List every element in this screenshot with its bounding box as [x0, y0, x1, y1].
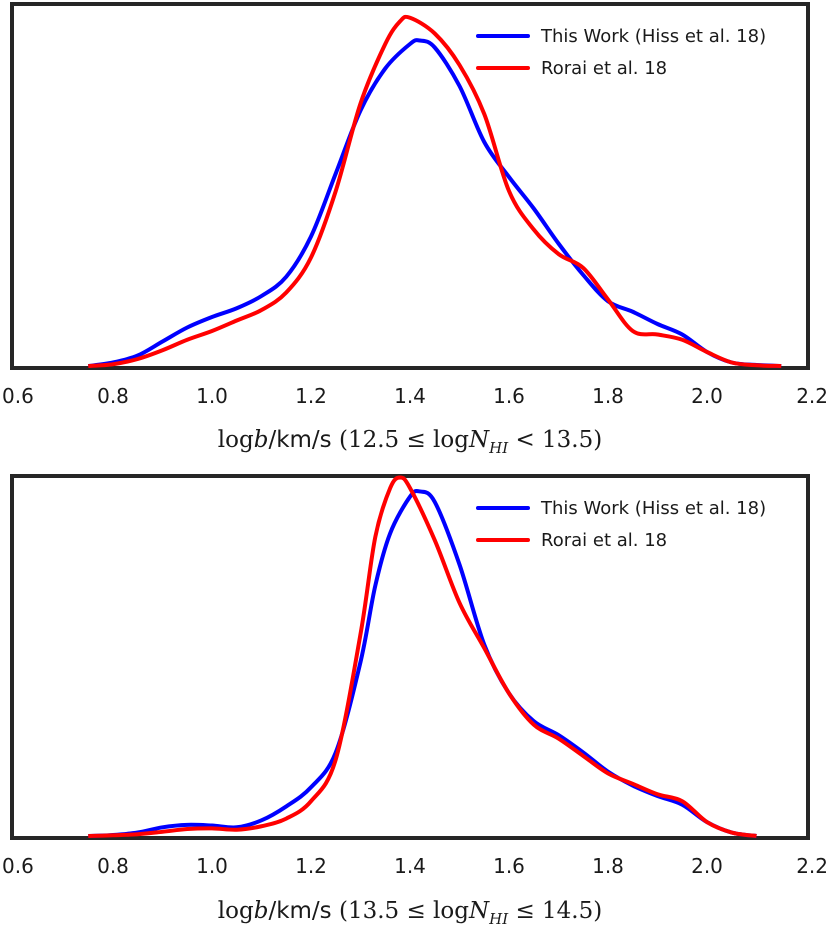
x-tick-label: 1.4 [394, 854, 426, 878]
x-axis-label-1: logb/km/s (12.5 ≤ logNHI < 13.5) [218, 427, 602, 457]
x-tick-label: 2.0 [691, 854, 723, 878]
x-tick-label: 1.2 [295, 854, 327, 878]
legend-2: This Work (Hiss et al. 18) Rorai et al. … [476, 498, 766, 551]
x-tick-label: 2.2 [796, 854, 828, 878]
series-line-this-work-1 [87, 38, 782, 368]
legend-label-rorai-1: Rorai et al. 18 [541, 58, 667, 79]
plot-frame-1 [10, 2, 810, 370]
x-tick-label: 0.6 [2, 854, 34, 878]
plot-frame-2 [10, 474, 810, 840]
x-tick-label: 2.0 [691, 384, 723, 408]
legend-1: This Work (Hiss et al. 18) Rorai et al. … [476, 26, 766, 79]
series-layer-2 [88, 475, 757, 838]
legend-label-this-work-1: This Work (Hiss et al. 18) [540, 26, 766, 47]
chart-panel-2: 0.6 0.8 1.0 1.2 1.4 1.6 1.8 2.0 2.2 This Work (H… [2, 474, 828, 928]
series-line-rorai-2 [88, 475, 757, 838]
x-tick-label: 1.0 [196, 384, 228, 408]
x-tick-label: 1.4 [394, 384, 426, 408]
x-tick-label: 0.6 [2, 384, 34, 408]
series-line-rorai-1 [88, 14, 782, 368]
x-tick-label: 1.6 [493, 384, 525, 408]
x-tick-label: 2.2 [796, 384, 828, 408]
x-tick-labels-2: 0.6 0.8 1.0 1.2 1.4 1.6 1.8 2.0 2.2 [2, 854, 828, 878]
x-tick-label: 1.0 [196, 854, 228, 878]
x-tick-label: 1.2 [295, 384, 327, 408]
x-tick-label: 1.6 [493, 854, 525, 878]
legend-label-this-work-2: This Work (Hiss et al. 18) [540, 498, 766, 519]
x-tick-labels-1: 0.6 0.8 1.0 1.2 1.4 1.6 1.8 2.0 2.2 [2, 384, 828, 408]
legend-label-rorai-2: Rorai et al. 18 [541, 530, 667, 551]
x-tick-label: 0.8 [97, 384, 129, 408]
x-axis-label-2: logb/km/s (13.5 ≤ logNHI ≤ 14.5) [218, 898, 602, 928]
x-tick-label: 1.8 [592, 854, 624, 878]
chart-panel-1: 0.6 0.8 1.0 1.2 1.4 1.6 1.8 2.0 2.2 This Work (H… [2, 2, 828, 457]
x-tick-label: 1.8 [592, 384, 624, 408]
series-layer-1 [87, 14, 782, 368]
x-tick-label: 0.8 [97, 854, 129, 878]
